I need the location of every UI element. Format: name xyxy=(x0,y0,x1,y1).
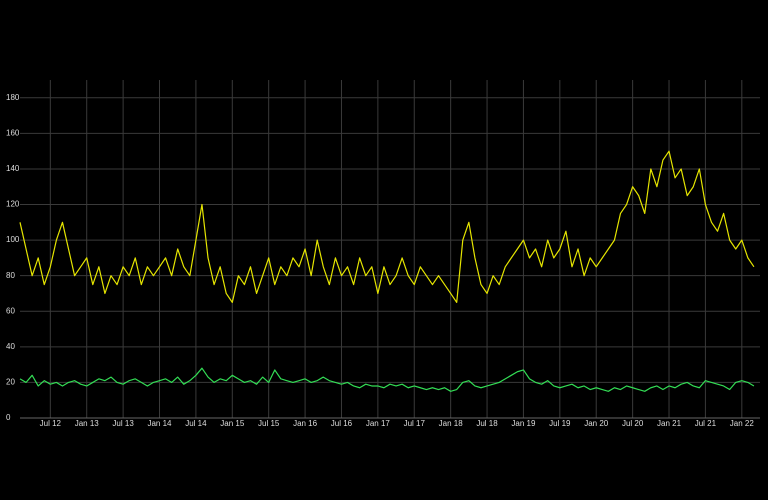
x-tick-label: Jan 16 xyxy=(293,419,318,428)
x-tick-label: Jul 18 xyxy=(476,419,498,428)
x-tick-label: Jul 19 xyxy=(549,419,571,428)
x-tick-label: Jan 17 xyxy=(366,419,391,428)
x-tick-label: Jan 21 xyxy=(657,419,682,428)
y-tick-label: 140 xyxy=(6,164,20,173)
x-tick-label: Jan 18 xyxy=(439,419,464,428)
x-tick-label: Jul 21 xyxy=(695,419,717,428)
x-tick-label: Jan 19 xyxy=(511,419,536,428)
x-tick-label: Jul 12 xyxy=(40,419,62,428)
x-tick-label: Jul 20 xyxy=(622,419,644,428)
x-tick-label: Jan 20 xyxy=(584,419,609,428)
y-tick-label: 120 xyxy=(6,200,20,209)
y-tick-label: 0 xyxy=(6,413,11,422)
x-tick-label: Jan 15 xyxy=(220,419,245,428)
x-tick-label: Jul 16 xyxy=(331,419,353,428)
y-tick-label: 160 xyxy=(6,128,20,137)
y-tick-label: 60 xyxy=(6,306,15,315)
y-tick-label: 100 xyxy=(6,235,20,244)
y-tick-label: 180 xyxy=(6,93,20,102)
x-tick-label: Jan 14 xyxy=(147,419,172,428)
series-line xyxy=(19,150,755,303)
y-tick-label: 20 xyxy=(6,378,15,387)
y-tick-label: 40 xyxy=(6,342,15,351)
x-tick-label: Jul 14 xyxy=(185,419,207,428)
x-tick-label: Jul 13 xyxy=(112,419,134,428)
x-tick-label: Jan 22 xyxy=(730,419,755,428)
y-tick-label: 80 xyxy=(6,271,15,280)
series-line xyxy=(19,367,755,392)
x-tick-label: Jul 17 xyxy=(404,419,426,428)
x-tick-label: Jan 13 xyxy=(75,419,100,428)
x-tick-label: Jul 15 xyxy=(258,419,280,428)
